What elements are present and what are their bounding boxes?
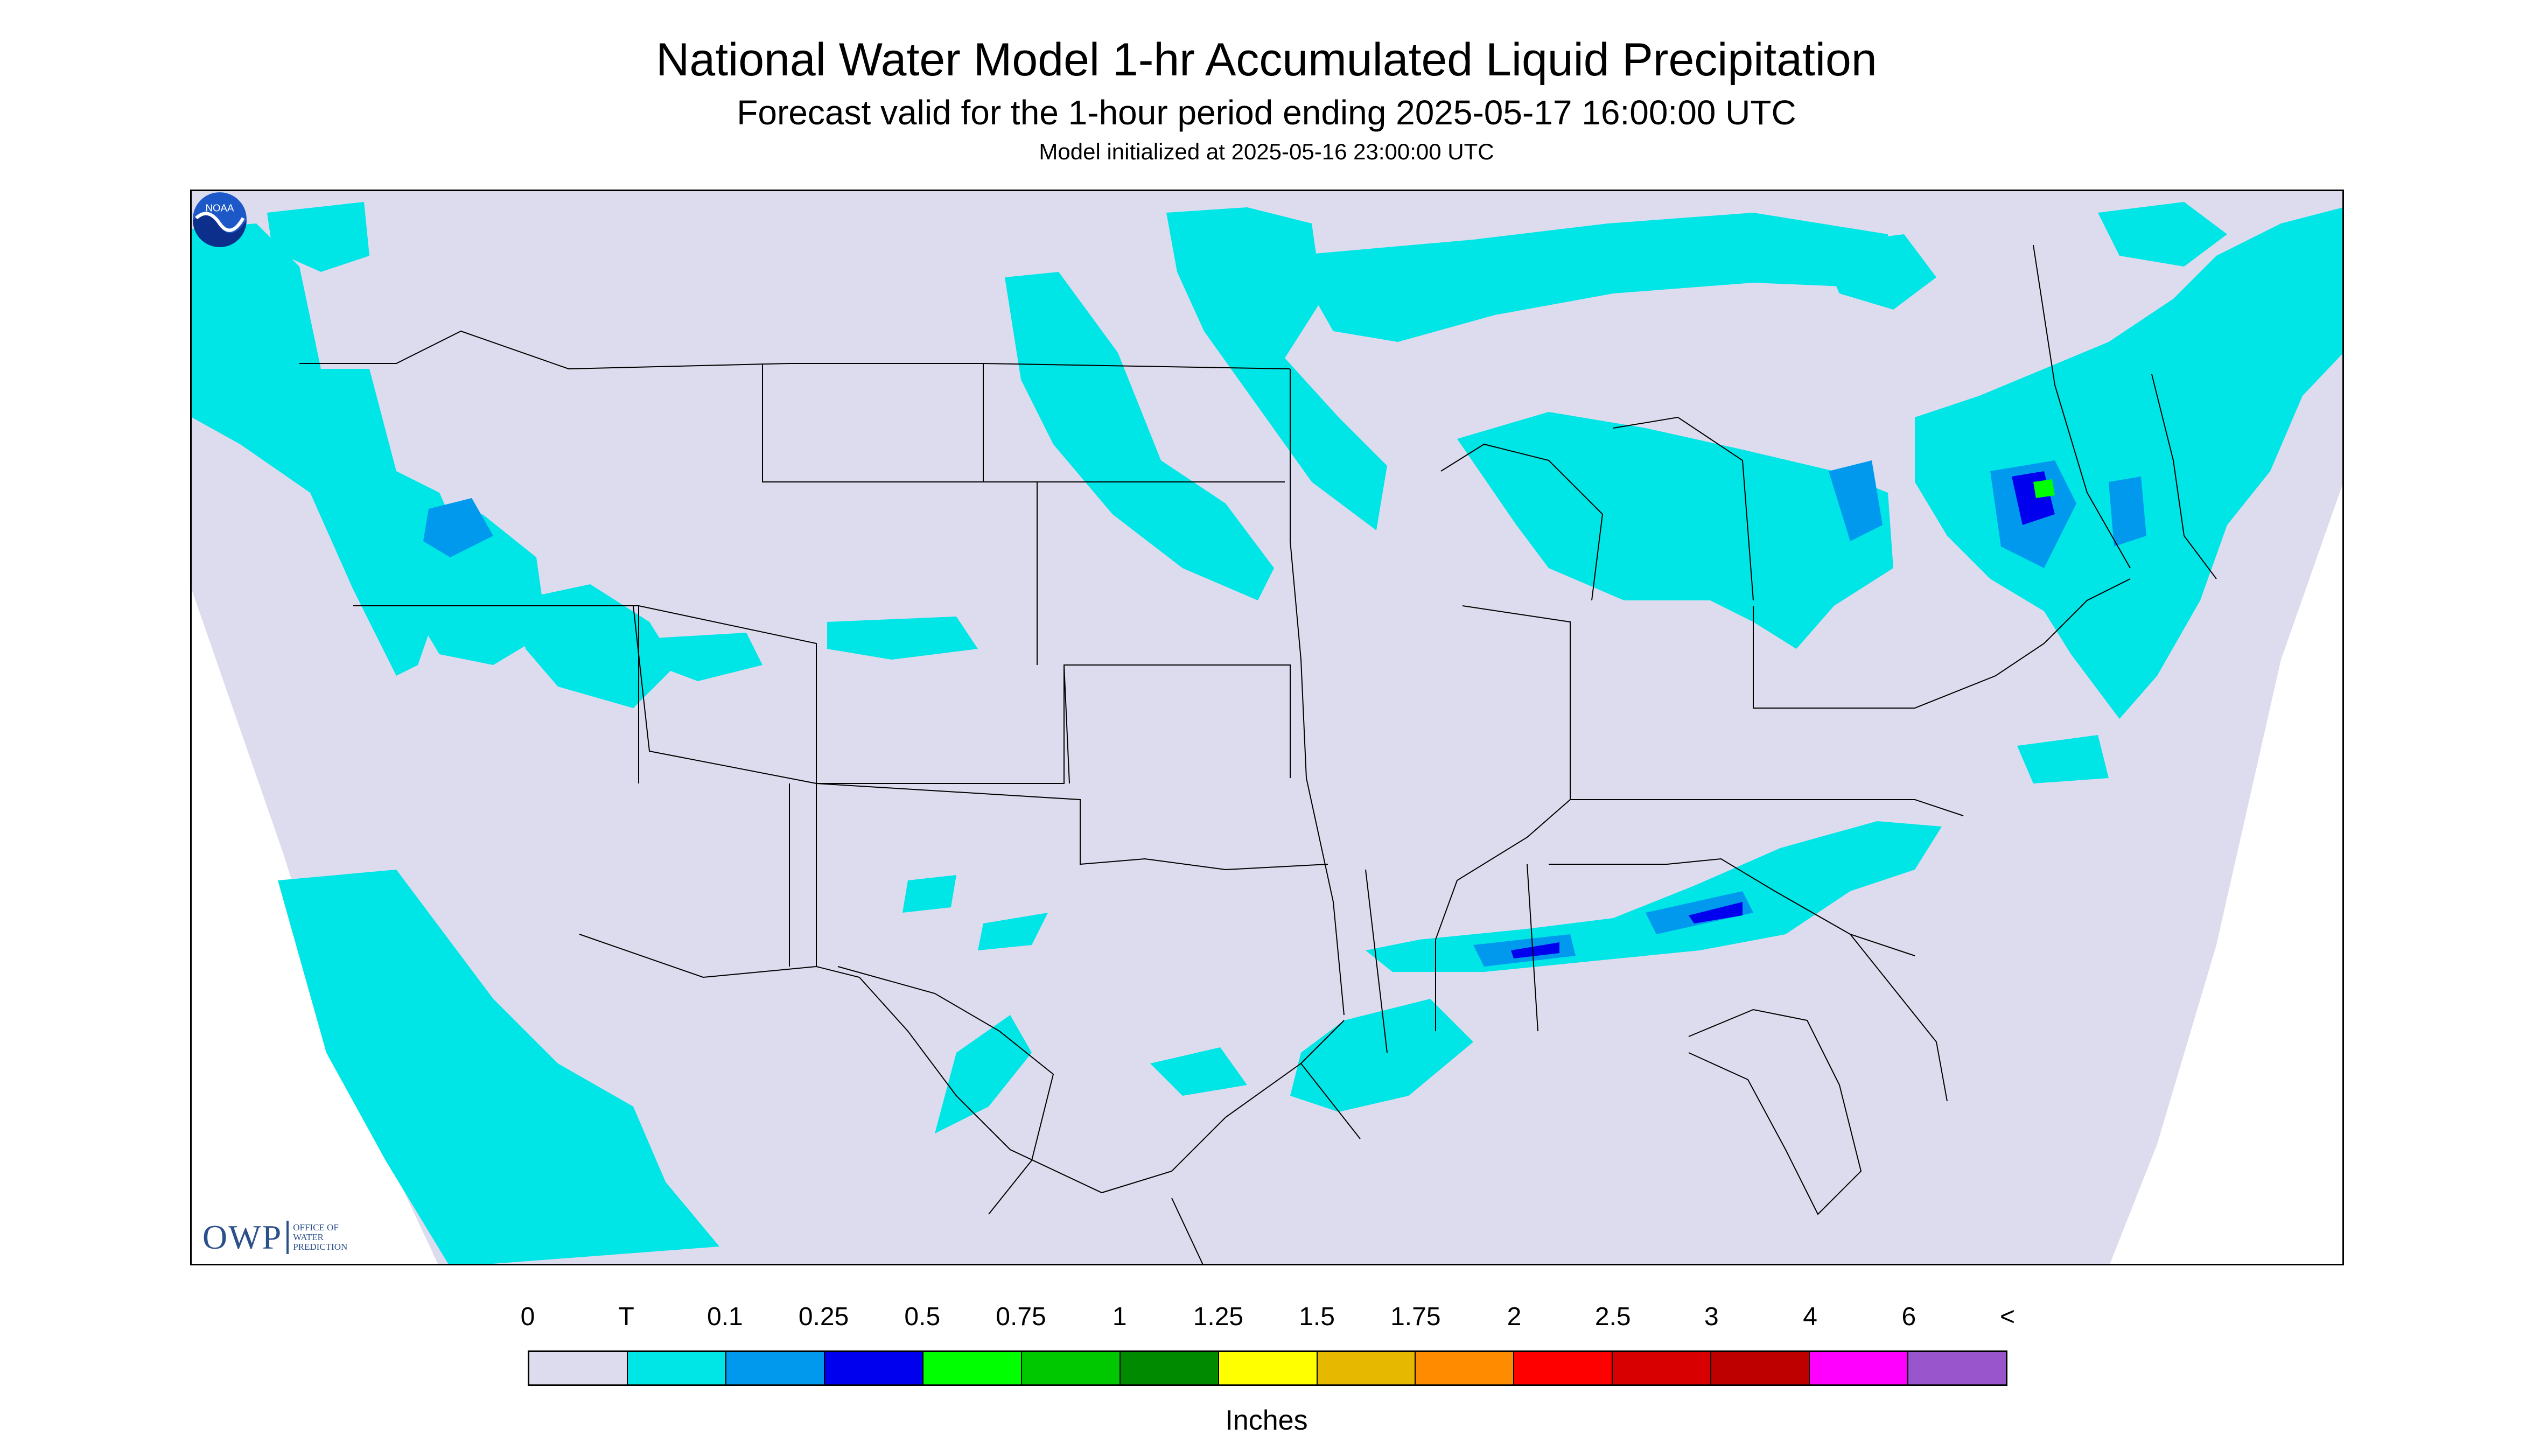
legend-swatch (1908, 1352, 2006, 1384)
precipitation-peak (2033, 479, 2055, 498)
legend-label: 1.75 (1390, 1303, 1441, 1331)
legend-label: 0.1 (707, 1303, 743, 1331)
legend-label: 0.5 (904, 1303, 941, 1331)
legend-labels: 0 T 0.1 0.25 0.5 0.75 1 1.25 1.5 1.75 2 2.5 3 4 6 < (521, 1302, 2015, 1340)
legend-label: 0 (520, 1303, 535, 1331)
boundaries (299, 244, 2217, 1264)
legend-label: 0.25 (798, 1303, 849, 1331)
legend-swatch (1514, 1352, 1613, 1384)
owp-logo-line: OFFICE OF (293, 1222, 339, 1233)
legend-label: 4 (1803, 1303, 1817, 1331)
owp-logo-abbr: OWP (202, 1218, 283, 1256)
owp-logo: OWP OFFICE OF WATER PREDICTION (202, 1217, 358, 1257)
legend-label: 3 (1704, 1303, 1719, 1331)
legend-swatch (824, 1352, 923, 1384)
legend-units: Inches (1225, 1405, 1308, 1436)
legend-label: 2 (1507, 1303, 1522, 1331)
legend-label: T (618, 1303, 634, 1331)
legend-swatch (627, 1352, 726, 1384)
legend-swatch (1810, 1352, 1909, 1384)
map-title: National Water Model 1-hr Accumulated Li… (656, 34, 1877, 86)
legend-label: 1.5 (1299, 1303, 1335, 1331)
legend-swatch (529, 1352, 628, 1384)
owp-logo-divider (286, 1221, 289, 1254)
legend-swatch (1317, 1352, 1416, 1384)
noaa-logo-icon: NOAA (193, 192, 247, 247)
precipitation-medium (423, 460, 2146, 967)
legend-swatch (923, 1352, 1022, 1384)
legend-swatch (1120, 1352, 1219, 1384)
legend-swatch (1613, 1352, 1712, 1384)
legend-label: 0.75 (996, 1303, 1046, 1331)
legend-label: 2.5 (1594, 1303, 1631, 1331)
legend-label: < (1999, 1303, 2016, 1331)
legend-label: 1.25 (1193, 1303, 1244, 1331)
legend-swatch (1021, 1352, 1121, 1384)
map-canvas (192, 191, 2342, 1264)
model-init-time: Model initialized at 2025-05-16 23:00:00… (1039, 139, 1494, 164)
owp-logo-name: OFFICE OF WATER PREDICTION (293, 1223, 358, 1252)
legend-label: 6 (1901, 1303, 1916, 1331)
owp-logo-line: WATER (293, 1232, 324, 1242)
map-subtitle: Forecast valid for the 1-hour period end… (737, 93, 1796, 132)
legend-swatch (1416, 1352, 1515, 1384)
legend-swatch (1711, 1352, 1810, 1384)
legend-colorbar (528, 1350, 2007, 1386)
owp-logo-line: PREDICTION (293, 1242, 348, 1252)
legend-label: 1 (1112, 1303, 1127, 1331)
model-domain (192, 191, 2342, 1264)
noaa-logo-text: NOAA (205, 202, 234, 213)
precipitation-map: OWP OFFICE OF WATER PREDICTION NOAA (190, 190, 2344, 1265)
legend-swatch (1219, 1352, 1318, 1384)
legend-swatch (726, 1352, 825, 1384)
